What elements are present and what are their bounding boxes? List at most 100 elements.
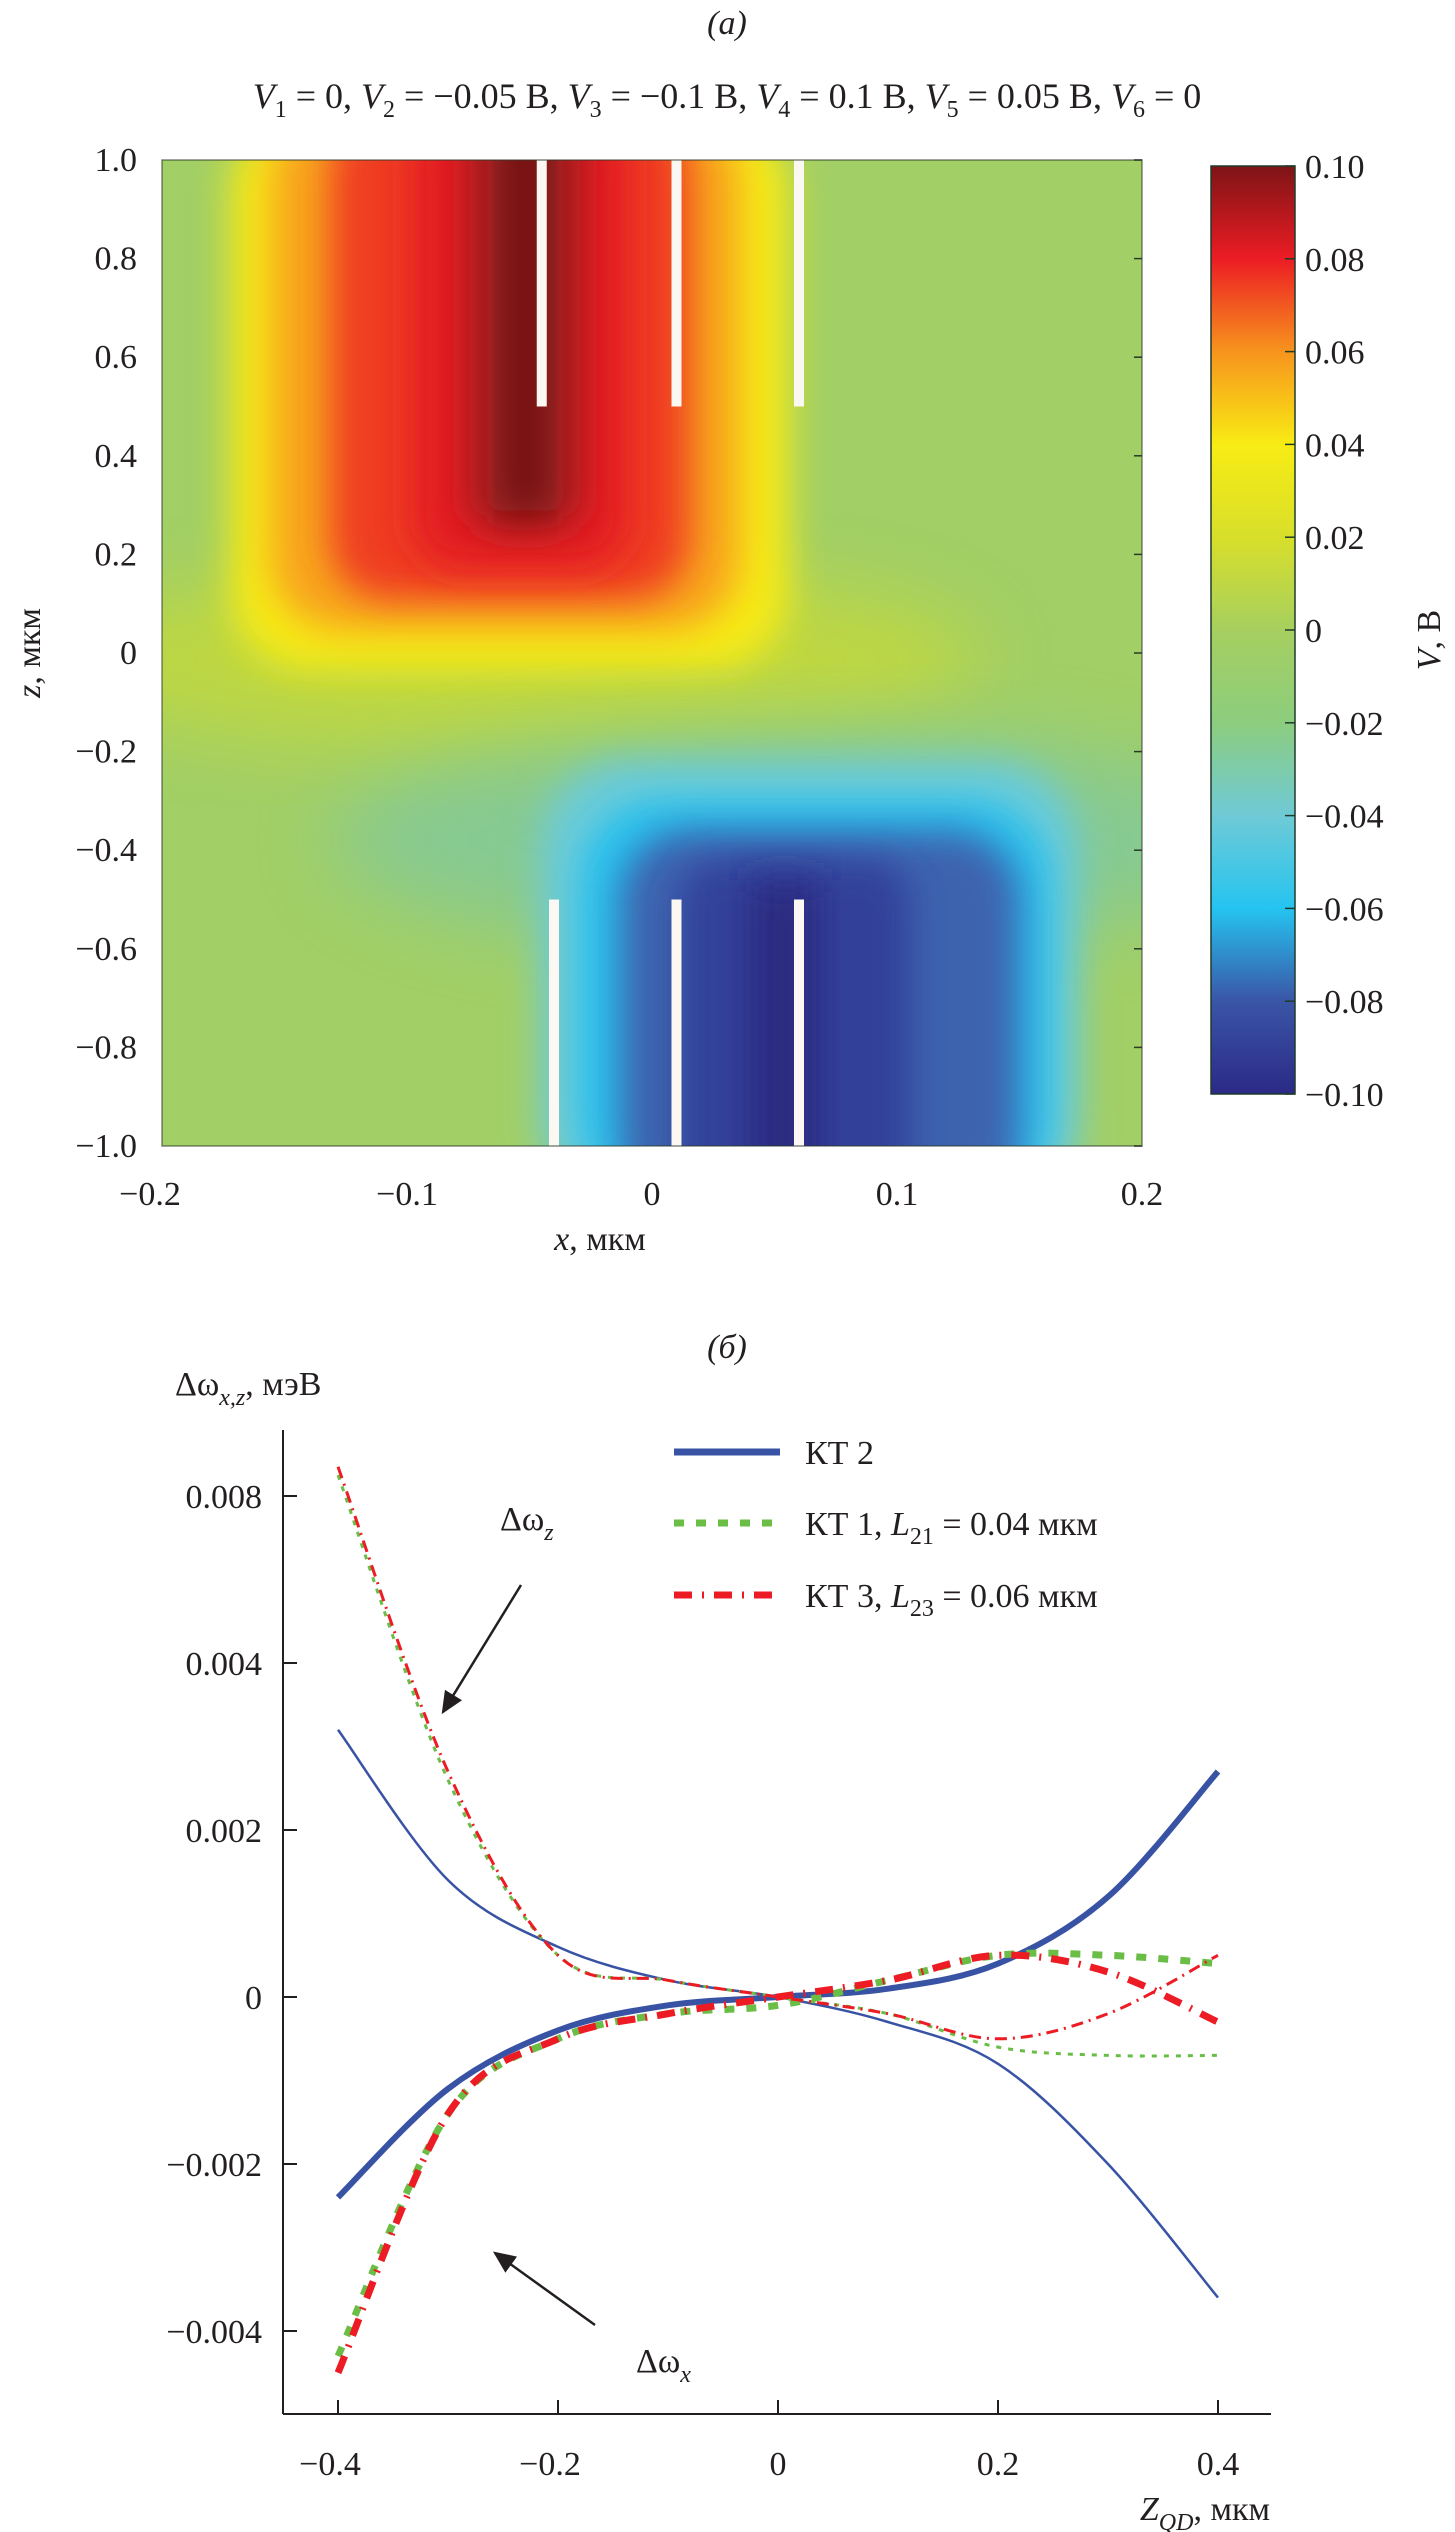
- legend-var: L: [890, 1506, 910, 1543]
- colorbar-tick-label: 0.08: [1305, 242, 1365, 279]
- colorbar-tick-label: −0.10: [1305, 1077, 1384, 1114]
- title-value-1: = 0,: [287, 76, 361, 116]
- y-tick-label: 0.008: [186, 1479, 263, 1516]
- gate-line: [794, 899, 804, 1146]
- y-tick-label: 0.8: [95, 241, 138, 278]
- title-value-5: = 0.05 В,: [959, 76, 1111, 116]
- legend-text: КТ 1,: [805, 1506, 891, 1543]
- panel-a-axes: −0.2 −0.1 0 0.1 0.2 1.0 0.8 0.6 0.4 0.2 0 −0.2 −0.4 −…: [75, 142, 1163, 1213]
- panel-b-axes: 0.008 0.004 0.002 0 −0.002 −0.004 −0.4 −0.2 0 0.2…: [166, 1430, 1271, 2483]
- y-tick-label: −0.004: [166, 2314, 262, 2351]
- potential-heatmap: [162, 160, 1142, 1146]
- y-tick-label: −0.002: [166, 2147, 262, 2184]
- title-sub-6: 6: [1133, 97, 1145, 123]
- gate-line: [671, 160, 682, 407]
- title-var-6: V: [1111, 76, 1137, 116]
- x-tick-label: −0.1: [376, 1176, 438, 1213]
- series-kt1-dw-x: [334, 1949, 1219, 2358]
- colorbar: [1210, 165, 1296, 1095]
- y-tick-label: 0.002: [186, 1813, 263, 1850]
- series-kt3-dw-z: [336, 1466, 1219, 2041]
- y-tick-label: −0.6: [75, 931, 137, 968]
- panel-b: (б) Δωx,z, мэВ 0.008 0.004 0.002 0 −0.002 −0.…: [166, 1329, 1271, 2532]
- gate-electrodes: [536, 160, 804, 1146]
- colorbar-tick-label: 0.10: [1305, 149, 1365, 186]
- annotation-dw-x-arrow: [492, 2251, 596, 2327]
- annotation-dw-z-arrow: [441, 1584, 523, 1715]
- panel-b-series: [334, 1466, 1221, 2375]
- annotation-dw-z: Δωz: [441, 1501, 554, 1715]
- gate-line: [536, 160, 547, 407]
- x-tick-label: 0.2: [1121, 1176, 1164, 1213]
- panel-a-xlabel: x, мкм: [553, 1221, 646, 1258]
- legend-sub: 21: [910, 1524, 934, 1550]
- colorbar-ticks: 0.10 0.08 0.06 0.04 0.02 0 −0.02 −0.04 −0.06 −0.0…: [1285, 149, 1384, 1114]
- colorbar-tick-label: 0.06: [1305, 335, 1365, 372]
- series-kt1-dw-z: [336, 1474, 1219, 2058]
- title-sub-1: 1: [275, 97, 287, 123]
- annotation-dw-z-label: Δωz: [500, 1501, 554, 1546]
- y-tick-label: 0: [245, 1980, 262, 2017]
- y-tick-label: 0.4: [95, 438, 138, 475]
- y-tick-label: −0.2: [75, 734, 137, 771]
- colorbar-tick-label: 0.04: [1305, 427, 1365, 464]
- colorbar-tick-label: −0.08: [1305, 984, 1384, 1021]
- title-value-2: = −0.05 В,: [395, 76, 568, 116]
- x-tick-label: 0.2: [977, 2446, 1020, 2483]
- title-var-1: V: [253, 76, 279, 116]
- x-tick-label: −0.4: [299, 2446, 361, 2483]
- colorbar-tick-label: 0.02: [1305, 520, 1365, 557]
- colorbar-tick-label: −0.02: [1305, 706, 1384, 743]
- title-value-6: = 0: [1145, 76, 1201, 116]
- title-var-2: V: [361, 76, 387, 116]
- annotation-dw-x: Δωx: [492, 2251, 691, 2388]
- positive-potential-region: [162, 160, 980, 750]
- title-var-3: V: [568, 76, 594, 116]
- legend-label-kt3: КТ 3, L23 = 0.06 мкм: [805, 1578, 1098, 1622]
- y-tick-label: −0.4: [75, 832, 137, 869]
- x-tick-label: −0.2: [119, 1176, 181, 1213]
- y-tick-label: 0.2: [95, 536, 138, 573]
- y-tick-label: 0.6: [95, 339, 138, 376]
- legend-value: = 0.04 мкм: [934, 1506, 1098, 1543]
- title-sub-2: 2: [383, 97, 395, 123]
- panel-b-ylabel: Δωx,z, мэВ: [175, 1366, 321, 1411]
- x-tick-label: 0: [770, 2446, 787, 2483]
- colorbar-tick-label: 0: [1305, 613, 1322, 650]
- y-tick-label: −0.8: [75, 1029, 137, 1066]
- panel-a: (a) V1 = 0, V2 = −0.05 В, V3 = −0.1 В, V…: [11, 5, 1448, 1258]
- y-tick-label: 0: [120, 635, 137, 672]
- title-value-4: = 0.1 В,: [790, 76, 924, 116]
- legend-label-kt1: КТ 1, L21 = 0.04 мкм: [805, 1506, 1098, 1550]
- legend-value: = 0.06 мкм: [934, 1578, 1098, 1615]
- title-value-3: = −0.1 В,: [602, 76, 757, 116]
- panel-b-xlabel: ZQD, мкм: [1140, 2491, 1270, 2532]
- series-kt3-dw-x: [334, 1951, 1220, 2375]
- panel-a-title: V1 = 0, V2 = −0.05 В, V3 = −0.1 В, V4 = …: [253, 76, 1202, 123]
- y-tick-label: −1.0: [75, 1128, 137, 1165]
- x-tick-label: 0: [644, 1176, 661, 1213]
- gate-line: [794, 160, 804, 407]
- panel-a-label: (a): [707, 5, 747, 42]
- legend-label-kt2: КТ 2: [805, 1435, 874, 1472]
- title-sub-4: 4: [778, 97, 790, 123]
- title-sub-5: 5: [947, 97, 959, 123]
- colorbar-label: V, В: [1411, 610, 1448, 670]
- legend-text: КТ 3,: [805, 1578, 891, 1615]
- x-tick-label: 0.4: [1197, 2446, 1240, 2483]
- gate-line: [549, 899, 559, 1146]
- gate-line: [671, 899, 682, 1146]
- colorbar-tick-label: −0.06: [1305, 891, 1384, 928]
- title-var-4: V: [756, 76, 782, 116]
- colorbar-tick-label: −0.04: [1305, 799, 1384, 836]
- legend-sub: 23: [910, 1596, 934, 1622]
- y-tick-label: 0.004: [186, 1646, 263, 1683]
- legend-text: КТ 2: [805, 1435, 874, 1472]
- title-sub-3: 3: [590, 97, 602, 123]
- annotation-dw-x-label: Δωx: [636, 2343, 691, 2388]
- series-kt2-dw-x: [335, 1769, 1221, 2200]
- legend-var: L: [890, 1578, 910, 1615]
- panel-a-ylabel: z, мкм: [11, 608, 48, 699]
